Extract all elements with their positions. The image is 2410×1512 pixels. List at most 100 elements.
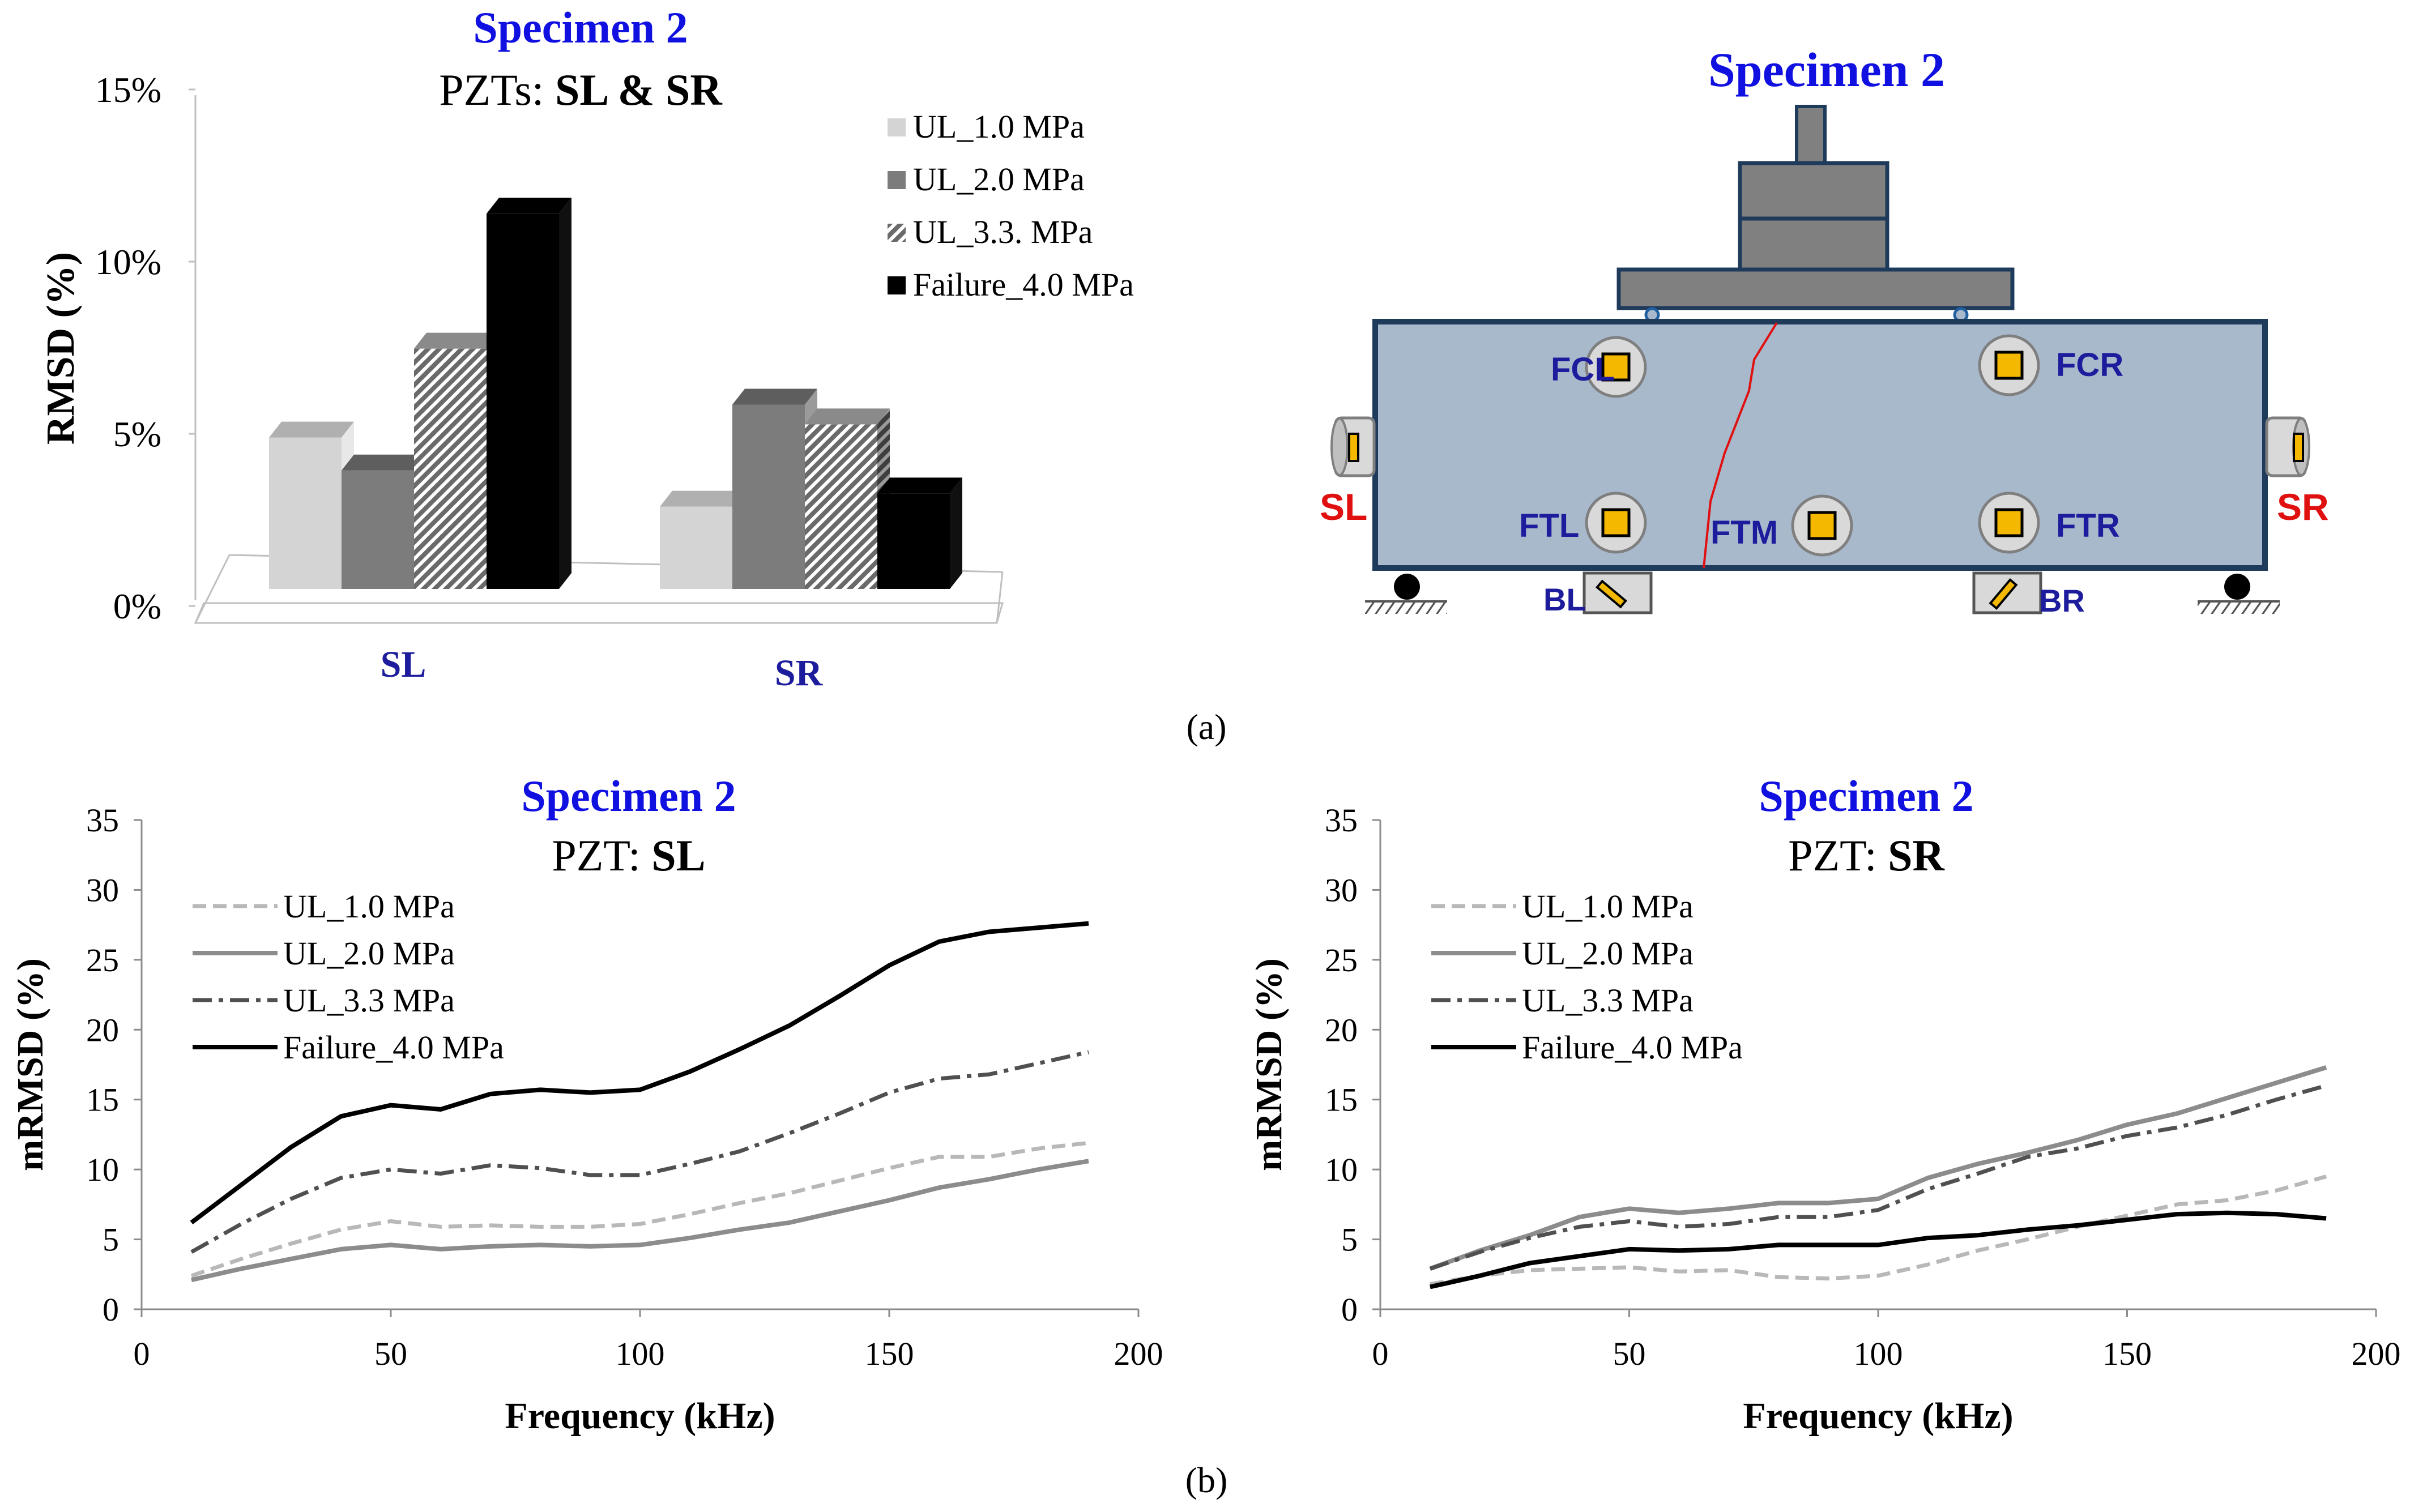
sl-series-ul-3-3-mpa bbox=[190, 1050, 1089, 1254]
bar-front bbox=[660, 506, 732, 589]
bar-sl-ul-1-0-mpa bbox=[269, 421, 354, 589]
sl-legend-label: UL_1.0 MPa bbox=[283, 888, 455, 925]
sl-legend-item-ul-1-0-mpa: UL_1.0 MPa bbox=[193, 888, 455, 925]
sr-y-tick-35: 35 bbox=[1325, 802, 1358, 839]
label-fcl: FCL bbox=[1551, 351, 1615, 388]
sl-y-tick-30: 30 bbox=[86, 872, 119, 908]
sr-y-tick-25: 25 bbox=[1325, 942, 1358, 979]
sr-chart-subtitle: PZT: SR bbox=[1788, 831, 1945, 880]
sr-chart-subtitle-bold: SR bbox=[1888, 831, 1945, 880]
support-right bbox=[2224, 574, 2250, 600]
label-br: BR bbox=[2039, 583, 2085, 618]
bar-chart-floor bbox=[194, 602, 1004, 624]
crack-line bbox=[1703, 322, 1778, 569]
bar-front bbox=[732, 404, 805, 589]
sl-legend-label: UL_2.0 MPa bbox=[283, 935, 455, 972]
bar-top bbox=[342, 454, 426, 471]
bar-sl-ul-3-3-mpa bbox=[414, 332, 499, 589]
bar-chart-legend: UL_1.0 MPa UL_2.0 MPa UL_3.3. MPa Failure_4… bbox=[888, 108, 1134, 303]
sr-legend-label: Failure_4.0 MPa bbox=[1522, 1029, 1743, 1066]
label-sl: SL bbox=[1320, 486, 1367, 528]
sl-chart-title: Specimen 2 bbox=[521, 771, 736, 821]
sensor-sl bbox=[1330, 416, 1376, 477]
sl-chart-subtitle-bold: SL bbox=[651, 831, 705, 880]
sr-y-label: mRMSD (%) bbox=[1248, 958, 1290, 1171]
sl-x-tick-100: 100 bbox=[616, 1335, 665, 1372]
sr-x-tick-200: 200 bbox=[2352, 1335, 2401, 1372]
sr-legend-label: UL_2.0 MPa bbox=[1522, 935, 1694, 972]
sl-y-tick-5: 5 bbox=[103, 1221, 119, 1258]
sr-legend-item-ul-1-0-mpa: UL_1.0 MPa bbox=[1431, 888, 1694, 925]
loader-block-lower bbox=[1738, 216, 1889, 273]
sl-y-tick-15: 15 bbox=[86, 1082, 119, 1118]
line-chart-sl: Specimen 2 PZT: SL 0 5 10 15 20 25 30 35 0 50 100 150… bbox=[10, 771, 1163, 1437]
label-bl: BL bbox=[1543, 582, 1586, 617]
caption-a: (a) bbox=[1186, 707, 1226, 747]
sl-series-ul-1-0-mpa bbox=[190, 1141, 1089, 1278]
sl-series-failure-4-0-mpa bbox=[190, 921, 1089, 1225]
bar-sr-failure-4-0-mpa bbox=[877, 477, 962, 589]
sr-chart-subtitle-prefix: PZT: bbox=[1788, 831, 1888, 880]
bar-sr-ul-2-0-mpa bbox=[732, 388, 817, 589]
bar-top bbox=[660, 490, 745, 507]
bar-top bbox=[805, 408, 890, 425]
label-sr: SR bbox=[2277, 486, 2329, 528]
bar-front bbox=[877, 493, 950, 589]
sr-legend-label: UL_1.0 MPa bbox=[1522, 888, 1694, 925]
sensor-ftr bbox=[1978, 492, 2040, 554]
bar-front bbox=[269, 437, 342, 589]
sl-chart-subtitle: PZT: SL bbox=[552, 831, 705, 880]
bar-legend-swatch bbox=[888, 276, 906, 294]
bar-front bbox=[805, 424, 877, 589]
sl-legend-item-ul-3-3-mpa: UL_3.3 MPa bbox=[193, 982, 455, 1019]
sr-legend-item-ul-2-0-mpa: UL_2.0 MPa bbox=[1431, 935, 1694, 972]
bar-front bbox=[487, 213, 559, 589]
bar-sl-ul-2-0-mpa bbox=[342, 454, 426, 589]
bar-chart-y-tick-10: 10% bbox=[95, 242, 161, 282]
bar-chart-y-tick-5: 5% bbox=[113, 414, 161, 454]
bar-front bbox=[414, 348, 487, 589]
caption-b: (b) bbox=[1185, 1460, 1228, 1500]
bar-legend-swatch bbox=[888, 171, 906, 189]
diagram-title: Specimen 2 bbox=[1708, 42, 1945, 97]
bar-top bbox=[269, 421, 354, 438]
sr-x-tick-50: 50 bbox=[1613, 1335, 1646, 1372]
sensor-bl bbox=[1583, 571, 1653, 614]
bar-legend-item-ul-3-3-mpa: UL_3.3. MPa bbox=[888, 213, 1093, 250]
sr-chart-title: Specimen 2 bbox=[1759, 771, 1973, 821]
sr-y-tick-20: 20 bbox=[1325, 1011, 1358, 1048]
sr-legend-item-ul-3-3-mpa: UL_3.3 MPa bbox=[1431, 982, 1694, 1019]
bar-chart-y-tick-0: 0% bbox=[113, 586, 161, 626]
sr-y-tick-10: 10 bbox=[1325, 1151, 1358, 1188]
sl-chart-subtitle-prefix: PZT: bbox=[552, 831, 651, 880]
sl-x-tick-0: 0 bbox=[134, 1335, 150, 1372]
sr-series-ul-3-3-mpa bbox=[1429, 1083, 2327, 1271]
bar-side bbox=[950, 477, 962, 589]
sr-x-tick-0: 0 bbox=[1372, 1335, 1389, 1372]
bar-chart-y-ticks: 0% 5% 10% 15% bbox=[95, 70, 195, 626]
sensor-br bbox=[1972, 571, 2042, 614]
sr-y-tick-15: 15 bbox=[1325, 1082, 1358, 1118]
support-left bbox=[1394, 574, 1420, 600]
loader-plate bbox=[1616, 267, 2015, 310]
sr-x-tick-150: 150 bbox=[2102, 1335, 2152, 1372]
bar-chart-subtitle: PZTs: SL & SR bbox=[439, 65, 723, 114]
bar-legend-swatch bbox=[888, 224, 906, 242]
bar-chart-category-sr: SR bbox=[775, 652, 824, 694]
sl-y-tick-10: 10 bbox=[86, 1151, 119, 1188]
bar-chart-floor-edge-left bbox=[194, 554, 231, 623]
sl-x-label: Frequency (kHz) bbox=[505, 1395, 775, 1437]
sr-series-failure-4-0-mpa bbox=[1430, 1210, 2327, 1289]
bar-legend-item-failure-4-0-mpa: Failure_4.0 MPa bbox=[888, 266, 1134, 303]
ground-hatch-left bbox=[1365, 603, 1447, 614]
sl-legend-item-ul-2-0-mpa: UL_2.0 MPa bbox=[193, 935, 455, 972]
sl-legend-label: UL_3.3 MPa bbox=[283, 982, 455, 1019]
bar-legend-label: UL_2.0 MPa bbox=[913, 161, 1085, 198]
line-chart-sr: Specimen 2 PZT: SR 0 5 10 15 20 25 30 35 0 50 100 150… bbox=[1248, 771, 2401, 1437]
sr-y-tick-5: 5 bbox=[1341, 1221, 1358, 1258]
sl-x-tick-200: 200 bbox=[1114, 1335, 1163, 1372]
sr-legend-label: UL_3.3 MPa bbox=[1522, 982, 1694, 1019]
bar-top bbox=[732, 388, 817, 405]
sl-legend-label: Failure_4.0 MPa bbox=[283, 1029, 504, 1066]
sl-y-tick-25: 25 bbox=[86, 942, 119, 979]
